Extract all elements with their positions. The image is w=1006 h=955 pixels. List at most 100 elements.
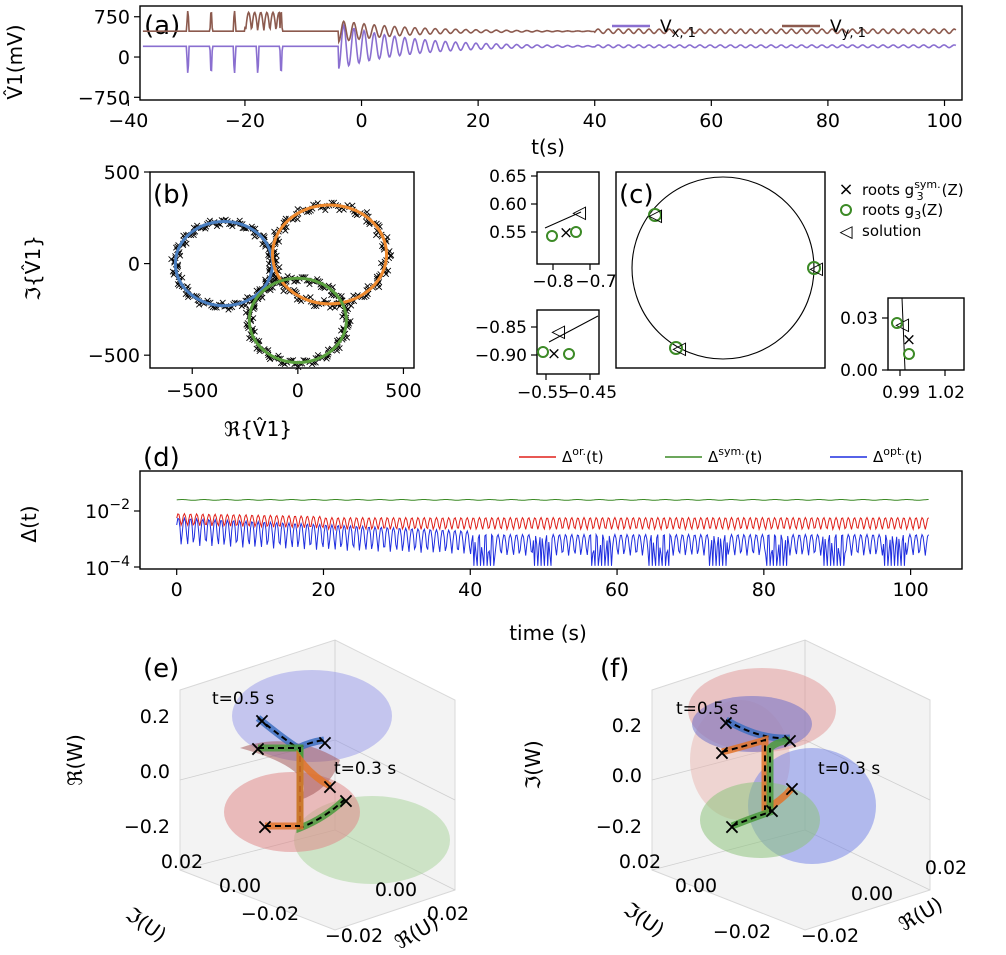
scatter-point: × bbox=[281, 212, 290, 225]
panel-c: ◁ × 0.65 0.60 0.55 −0.8 −0.7 ◁ × −0.85 bbox=[475, 167, 965, 403]
scatter-point: × bbox=[182, 237, 191, 250]
scatter-point: × bbox=[265, 263, 274, 276]
scatter-point: × bbox=[173, 259, 182, 272]
scatter-point: × bbox=[294, 360, 303, 373]
scatter-point: × bbox=[248, 322, 257, 335]
legend-label-opt: Δopt.(t) bbox=[873, 445, 922, 466]
scatter-point: × bbox=[252, 342, 261, 355]
scatter-point: × bbox=[192, 219, 201, 232]
scatter-point: × bbox=[274, 265, 283, 278]
panel-f-xtick: 0.00 bbox=[851, 883, 893, 905]
legend-label-sym-roots: roots gsym. 3 (Z) bbox=[862, 178, 964, 203]
scatter-point: × bbox=[379, 237, 388, 250]
scatter-point: × bbox=[344, 319, 353, 332]
scatter-point: × bbox=[291, 285, 300, 298]
scatter-point: × bbox=[264, 249, 273, 262]
scatter-point: × bbox=[226, 301, 235, 314]
scatter-point: × bbox=[374, 218, 383, 231]
panel-a: (a) −40 −20 0 20 40 60 80 100 750 0 −750 t(s) V̂1… bbox=[3, 5, 963, 159]
scatter-point: × bbox=[309, 356, 318, 369]
panel-d-x-label: time (s) bbox=[509, 621, 587, 645]
legend-label-vy: Vy, 1 bbox=[830, 17, 866, 41]
trajectory-orange bbox=[265, 749, 332, 830]
scatter-point: × bbox=[174, 247, 183, 260]
panel-a-ytick: 0 bbox=[118, 47, 130, 69]
scatter-point: × bbox=[184, 283, 193, 296]
scatter-point: × bbox=[264, 257, 273, 270]
scatter-point: × bbox=[338, 310, 347, 323]
scatter-point: × bbox=[372, 270, 381, 283]
panel-d-y-label: Δ(t) bbox=[17, 505, 41, 542]
scatter-point: × bbox=[271, 238, 280, 251]
scatter-point: × bbox=[272, 249, 281, 262]
scatter-point: × bbox=[193, 290, 202, 303]
scatter-point: × bbox=[288, 353, 297, 366]
scatter-point: × bbox=[339, 321, 348, 334]
scatter-point: × bbox=[241, 299, 250, 312]
scatter-point: × bbox=[373, 277, 382, 290]
legend-label-vx: Vx, 1 bbox=[660, 17, 696, 41]
panel-b-circles bbox=[173, 203, 389, 365]
panel-e-ztick: 0.2 bbox=[140, 706, 170, 728]
panel-c-letter: (c) bbox=[619, 180, 654, 210]
svg-text:×: × bbox=[781, 729, 799, 754]
inset-1-sym-root-marker: × bbox=[559, 223, 573, 243]
scatter-point: × bbox=[270, 247, 279, 260]
scatter-point: × bbox=[362, 206, 371, 219]
scatter-point: × bbox=[305, 277, 314, 290]
panel-a-x-ticks: −40 −20 0 20 40 60 80 100 bbox=[108, 100, 963, 132]
scatter-point: × bbox=[321, 203, 330, 216]
scatter-point: × bbox=[328, 280, 337, 293]
scatter-point: × bbox=[267, 276, 276, 289]
scatter-point: × bbox=[323, 350, 332, 363]
scatter-point: × bbox=[170, 266, 179, 279]
panel-a-xtick: 80 bbox=[816, 110, 840, 132]
panel-f-ztick: 0.2 bbox=[612, 715, 642, 737]
scatter-point: × bbox=[363, 288, 372, 301]
unit-circle bbox=[631, 176, 815, 360]
inset-2-xtick: −0.45 bbox=[565, 383, 617, 403]
inset-1-root-marker bbox=[546, 230, 558, 242]
panel-f-ytick: 0.02 bbox=[619, 851, 661, 873]
scatter-point: × bbox=[242, 318, 251, 331]
scatter-point: × bbox=[189, 221, 198, 234]
scatter-point: × bbox=[365, 217, 374, 230]
scatter-point: × bbox=[323, 343, 332, 356]
scatter-point: × bbox=[276, 352, 285, 365]
scatter-point: × bbox=[288, 213, 297, 226]
scatter-point: × bbox=[343, 315, 352, 328]
panel-d-ytick: 10−2 bbox=[85, 497, 130, 523]
panel-b-y-ticks: 500 0 −500 bbox=[88, 162, 150, 367]
scatter-point: × bbox=[281, 224, 290, 237]
scatter-point: × bbox=[282, 220, 291, 233]
scatter-point: × bbox=[313, 349, 322, 362]
inset-1-xtick: −0.8 bbox=[532, 272, 573, 292]
scatter-point: × bbox=[255, 282, 264, 295]
scatter-point: × bbox=[301, 270, 310, 283]
scatter-point: × bbox=[278, 356, 287, 369]
scatter-point: × bbox=[332, 342, 341, 355]
scatter-point: × bbox=[174, 269, 183, 282]
panel-d-x-ticks: 0 20 40 60 80 100 bbox=[171, 569, 929, 601]
scatter-point: × bbox=[254, 292, 263, 305]
scatter-point: × bbox=[189, 228, 198, 241]
scatter-point: × bbox=[280, 214, 289, 227]
scatter-point: × bbox=[264, 344, 273, 357]
scatter-point: × bbox=[372, 217, 381, 230]
scatter-point: × bbox=[293, 212, 302, 225]
scatter-point: × bbox=[235, 214, 244, 227]
scatter-point: × bbox=[384, 252, 393, 265]
scatter-point: × bbox=[306, 204, 315, 217]
scatter-point: × bbox=[244, 321, 253, 334]
scatter-point: × bbox=[374, 280, 383, 293]
scatter-point: × bbox=[175, 249, 184, 262]
panel-e-y-label: ℑ(U) bbox=[121, 902, 171, 947]
panel-d-series-line-2 bbox=[176, 516, 930, 566]
panel-d-xtick: 0 bbox=[171, 579, 183, 601]
scatter-point: × bbox=[266, 239, 275, 252]
scatter-point: × bbox=[343, 199, 352, 212]
annotation-t05: t=0.5 s bbox=[212, 689, 274, 709]
scatter-point: × bbox=[240, 222, 249, 235]
scatter-point: × bbox=[274, 235, 283, 248]
scatter-point: × bbox=[183, 280, 192, 293]
